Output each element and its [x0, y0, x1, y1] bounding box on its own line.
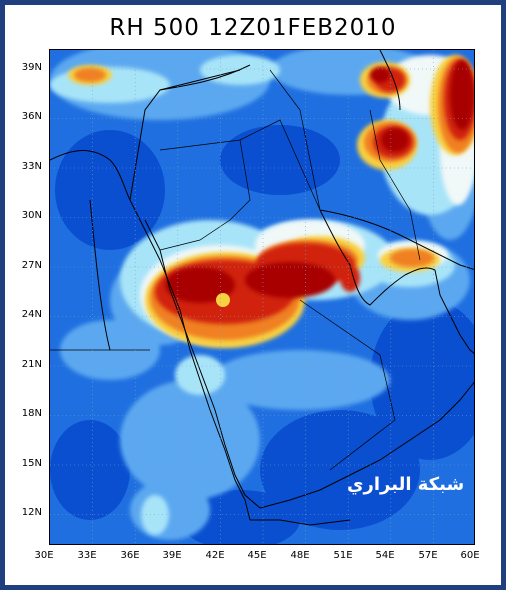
x-tick-label: 54E	[375, 550, 395, 561]
x-tick-label: 48E	[290, 550, 310, 561]
y-tick-label: 21N	[21, 359, 42, 370]
x-tick-label: 45E	[247, 550, 267, 561]
x-tick-label: 33E	[77, 550, 97, 561]
map-plot-area	[49, 49, 475, 545]
rh-field-map	[50, 50, 474, 544]
map-title: RH 500 12Z01FEB2010	[109, 15, 397, 41]
very-dry-zones	[50, 125, 474, 544]
y-tick-label: 36N	[21, 111, 42, 122]
x-tick-label: 57E	[418, 550, 438, 561]
borders	[50, 69, 421, 471]
x-tick-label: 30E	[34, 550, 54, 561]
moist-spot	[216, 293, 230, 307]
y-tick-label: 39N	[21, 62, 42, 73]
x-tick-label: 60E	[460, 550, 480, 561]
y-tick-label: 24N	[21, 309, 42, 320]
y-tick-label: 12N	[21, 507, 42, 518]
x-tick-label: 39E	[162, 550, 182, 561]
y-tick-label: 30N	[21, 210, 42, 221]
y-tick-label: 27N	[21, 260, 42, 271]
coastlines	[50, 50, 474, 526]
y-tick-label: 18N	[21, 408, 42, 419]
x-tick-label: 51E	[333, 550, 353, 561]
gridlines	[50, 50, 474, 544]
saturated-zones	[165, 60, 474, 303]
x-tick-label: 42E	[205, 550, 225, 561]
watermark-text: شبكة البراري	[347, 474, 465, 495]
x-tick-label: 36E	[120, 550, 140, 561]
y-tick-label: 15N	[21, 458, 42, 469]
y-tick-label: 33N	[21, 161, 42, 172]
